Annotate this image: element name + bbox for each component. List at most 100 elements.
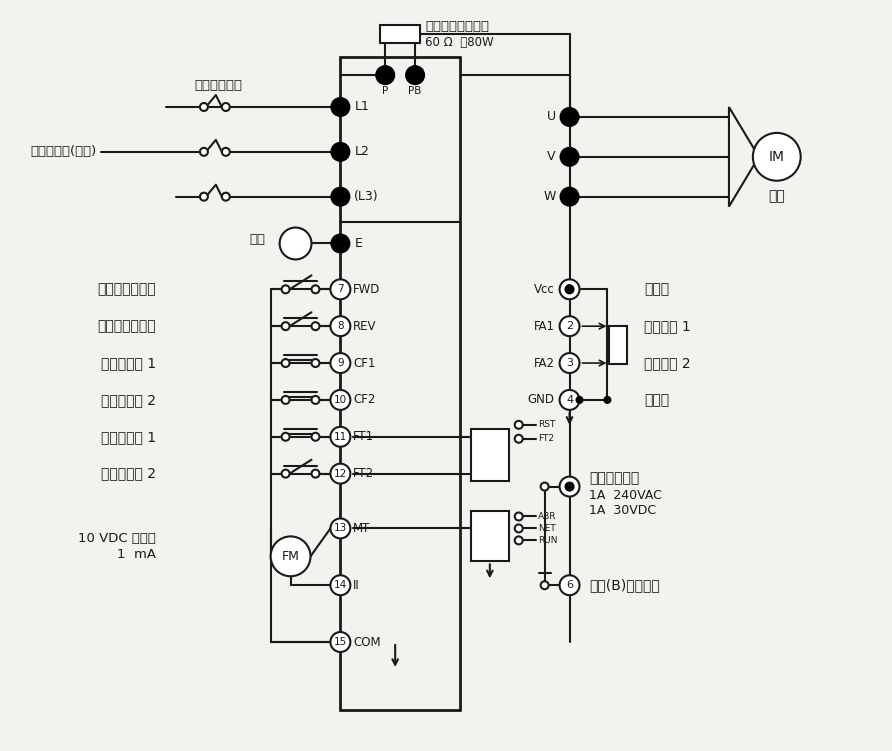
Circle shape	[270, 536, 310, 576]
Circle shape	[376, 66, 394, 84]
Text: FM: FM	[282, 550, 300, 562]
Circle shape	[311, 396, 319, 404]
Circle shape	[311, 322, 319, 330]
Circle shape	[330, 463, 351, 484]
Circle shape	[330, 316, 351, 336]
Circle shape	[330, 518, 351, 538]
Text: 接地: 接地	[250, 233, 266, 246]
Text: 2: 2	[566, 321, 573, 331]
Circle shape	[559, 279, 580, 300]
Text: 15: 15	[334, 637, 347, 647]
Circle shape	[560, 188, 579, 206]
Circle shape	[222, 148, 230, 155]
Circle shape	[330, 575, 351, 596]
Text: 馬達: 馬達	[768, 190, 785, 204]
Text: 5: 5	[566, 481, 573, 492]
Circle shape	[559, 353, 580, 373]
Text: COM: COM	[353, 635, 381, 649]
Circle shape	[330, 353, 351, 373]
Text: 配線用斷路器: 配線用斷路器	[194, 79, 243, 92]
Text: 1: 1	[566, 285, 573, 294]
Text: 多機能端子 2: 多機能端子 2	[101, 466, 156, 481]
Text: Vcc: Vcc	[533, 283, 555, 296]
Text: 11: 11	[334, 432, 347, 442]
Circle shape	[566, 483, 574, 490]
Bar	[471, 429, 508, 481]
Text: L1: L1	[354, 101, 369, 113]
Bar	[380, 26, 420, 44]
Circle shape	[330, 427, 351, 447]
Text: FA2: FA2	[533, 357, 555, 369]
Text: 常閉(B)接點型式: 常閉(B)接點型式	[590, 578, 660, 593]
Circle shape	[515, 421, 523, 429]
Circle shape	[515, 512, 523, 520]
Circle shape	[559, 575, 580, 596]
Text: GND: GND	[527, 394, 555, 406]
Circle shape	[541, 483, 549, 490]
Circle shape	[515, 524, 523, 532]
Text: 4: 4	[566, 395, 573, 405]
Circle shape	[559, 390, 580, 410]
Circle shape	[282, 469, 290, 478]
Text: 正轉運轉／停止: 正轉運轉／停止	[97, 282, 156, 297]
Circle shape	[282, 396, 290, 404]
Circle shape	[282, 359, 290, 367]
Circle shape	[282, 433, 290, 441]
Bar	[609, 326, 627, 363]
Text: CF2: CF2	[353, 394, 376, 406]
Circle shape	[332, 234, 350, 252]
Circle shape	[560, 148, 579, 166]
Text: 類比端子 1: 類比端子 1	[644, 319, 691, 333]
Text: 異常接點輸出: 異常接點輸出	[590, 472, 640, 486]
Circle shape	[200, 193, 208, 201]
Circle shape	[279, 228, 311, 259]
Circle shape	[753, 133, 801, 181]
Circle shape	[330, 279, 351, 300]
Text: IM: IM	[769, 149, 785, 164]
Circle shape	[560, 108, 579, 126]
Text: 3: 3	[566, 358, 573, 368]
Circle shape	[605, 397, 610, 403]
Circle shape	[222, 103, 230, 111]
Text: CF1: CF1	[353, 357, 376, 369]
Text: RST: RST	[538, 421, 555, 430]
Circle shape	[566, 285, 574, 294]
Circle shape	[406, 66, 424, 84]
Circle shape	[311, 359, 319, 367]
Text: 正電源: 正電源	[644, 282, 669, 297]
Text: E: E	[354, 237, 362, 250]
Text: 主回路電源(三相): 主回路電源(三相)	[30, 146, 96, 158]
Circle shape	[200, 148, 208, 155]
Text: 多段速設定 2: 多段速設定 2	[101, 393, 156, 407]
Text: L2: L2	[354, 146, 369, 158]
Text: 1A  30VDC: 1A 30VDC	[590, 504, 657, 517]
Circle shape	[559, 316, 580, 336]
Text: II: II	[353, 579, 360, 592]
Text: RUN: RUN	[538, 536, 558, 545]
Text: 外接型煞車電阻器: 外接型煞車電阻器	[425, 20, 489, 33]
Text: ABR: ABR	[538, 512, 556, 521]
Text: FT2: FT2	[538, 434, 554, 443]
Circle shape	[311, 285, 319, 294]
Text: 14: 14	[334, 581, 347, 590]
Text: 60 Ω  ／80W: 60 Ω ／80W	[425, 36, 493, 49]
Text: 反轉運轉／停止: 反轉運轉／停止	[97, 319, 156, 333]
Text: PB: PB	[409, 86, 422, 96]
Text: P: P	[382, 86, 388, 96]
Circle shape	[330, 632, 351, 652]
Text: 13: 13	[334, 523, 347, 533]
Text: U: U	[547, 110, 556, 123]
Circle shape	[541, 581, 549, 590]
Text: 10 VDC 滿刻度: 10 VDC 滿刻度	[78, 532, 156, 545]
Text: REV: REV	[353, 320, 376, 333]
Text: 多段速設定 1: 多段速設定 1	[101, 356, 156, 370]
Bar	[471, 511, 508, 561]
Circle shape	[515, 435, 523, 443]
Text: 多機能端子 1: 多機能端子 1	[101, 430, 156, 444]
Circle shape	[515, 536, 523, 544]
Text: V: V	[547, 150, 556, 163]
Text: 6: 6	[566, 581, 573, 590]
Circle shape	[332, 98, 350, 116]
Circle shape	[332, 188, 350, 206]
Text: MT: MT	[353, 522, 371, 535]
